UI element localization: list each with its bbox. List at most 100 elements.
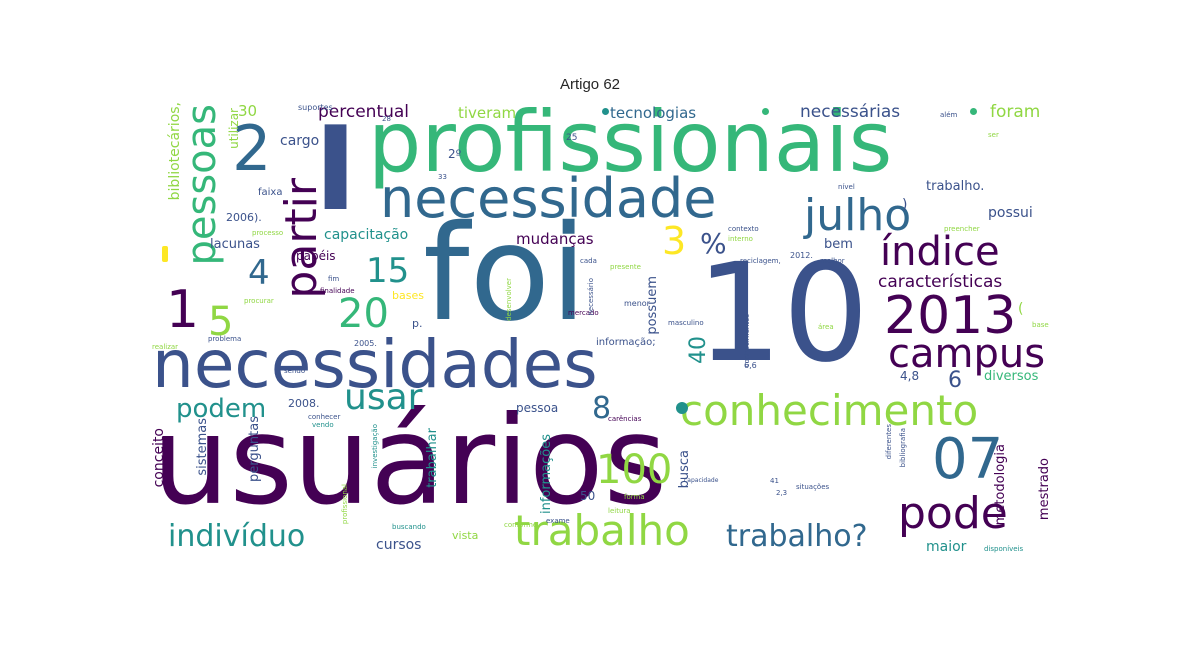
word-I: I — [314, 102, 358, 237]
word-cada: cada — [580, 257, 597, 265]
word-problema: problema — [208, 335, 242, 343]
word-trabalhar: trabalhar — [425, 428, 440, 488]
word-lacunas: lacunas — [210, 237, 260, 252]
dot-marker — [970, 108, 977, 115]
word-faixa: faixa — [258, 187, 283, 198]
word-reciclagem: reciclagem, — [740, 257, 781, 265]
word-podem: podem — [176, 394, 267, 424]
word-capacitacao: capacitação — [324, 227, 409, 243]
word-vista: vista — [452, 529, 479, 542]
word-vendo: vendo — [312, 421, 334, 429]
word-necessario: necessário — [587, 278, 595, 316]
word-foram: foram — [990, 102, 1041, 122]
word-2008: 2008. — [288, 397, 320, 410]
dot-marker — [602, 108, 609, 115]
word-trabalho-q: trabalho? — [726, 519, 868, 554]
word-menor: menor — [624, 299, 650, 308]
word-caracteristicas: características — [878, 272, 1003, 292]
word-informacao: informação; — [596, 337, 656, 348]
word-area: área — [818, 323, 834, 331]
word-masculino: masculino — [668, 319, 704, 327]
word-finalidade: finalidade — [320, 287, 355, 295]
word-4-8: 4,8 — [900, 369, 920, 383]
word-interno: interno — [728, 235, 753, 243]
word-conhecimento: conhecimento — [680, 386, 979, 435]
word-campus: campus — [888, 331, 1046, 377]
word-2006: 2006). — [226, 211, 262, 224]
word-papeis: papéis — [296, 249, 336, 263]
word-perguntas: perguntas — [247, 416, 262, 482]
word-investigacao: investigação — [371, 424, 379, 469]
word-julho: julho — [804, 190, 912, 241]
word-indice: índice — [880, 229, 1000, 275]
word-pessoa: pessoa — [516, 401, 559, 415]
word-diferentes: diferentes — [885, 424, 893, 460]
word-realizar: realizar — [152, 343, 179, 351]
word-presente: presente — [610, 263, 641, 271]
word-pode: pode — [898, 488, 1008, 539]
word-usuarios: usuários — [152, 390, 668, 532]
word-mercado: mercado — [568, 309, 599, 317]
word-2012: 2012. — [790, 251, 813, 260]
word-50: 50 — [580, 489, 596, 503]
word-possui: possui — [988, 205, 1033, 221]
word-procurar: procurar — [244, 297, 274, 305]
word-base: base — [1032, 321, 1049, 329]
word-conceito: conceito — [151, 428, 167, 488]
word-15: 15 — [366, 251, 410, 291]
word-forma: forma — [624, 493, 645, 501]
word-33: 33 — [438, 173, 447, 181]
word-profissionais: profissionais — [368, 98, 893, 191]
word-leitura: leitura — [608, 507, 631, 515]
word-25: 25 — [566, 133, 578, 143]
word-trabalho-dot: trabalho. — [926, 179, 985, 194]
word-carencias: carências — [608, 415, 642, 423]
word-situacoes: situações — [796, 483, 830, 491]
word-disponiveis: disponíveis — [984, 545, 1024, 553]
word-buscando: buscando — [392, 523, 426, 531]
word-bibliotecarios: bibliotecários, — [167, 102, 183, 201]
word-tecnologias: tecnologias — [610, 104, 697, 122]
word-conhecer: conhecer — [308, 413, 341, 421]
word-maior: maior — [926, 539, 967, 555]
word-necessidades: necessidades — [152, 326, 598, 403]
word-individuo: indivíduo — [168, 519, 306, 554]
dot-marker — [162, 246, 168, 262]
word-diversos: diversos — [984, 369, 1039, 384]
word-2-3: 2,3 — [776, 489, 788, 497]
word-bases: bases — [392, 289, 424, 302]
word-partir: partir — [276, 178, 327, 299]
word-100: 100 — [596, 447, 673, 493]
word-percentual: percentual — [318, 102, 410, 122]
word-2005: 2005. — [354, 339, 377, 348]
word-2: 2 — [232, 112, 272, 185]
word-conhecimentos: conhecimentos — [743, 314, 751, 368]
word-bibliografia: bibliografia — [899, 428, 907, 468]
word-profissional: profissional — [341, 484, 349, 525]
word-fim: fim — [328, 275, 340, 283]
word-usar: usar — [344, 377, 423, 418]
word-capacidade: capacidade — [684, 477, 719, 484]
word-ser: ser — [988, 131, 999, 139]
word-preencher: preencher — [944, 225, 980, 233]
word-paren-close: ) — [902, 197, 908, 213]
word-10: 10 — [696, 235, 870, 393]
word-30: 30 — [238, 102, 258, 120]
word-conforme: conforme — [504, 521, 538, 529]
word-4: 4 — [248, 253, 270, 293]
word-utilizar: utilizar — [227, 108, 241, 149]
word-cursos: cursos — [376, 537, 422, 553]
word-8: 8 — [592, 391, 612, 426]
word-3: 3 — [662, 219, 687, 263]
word-mestrado: mestrado — [1037, 458, 1052, 521]
word-sendo: sendo — [284, 367, 306, 375]
word-bem: bem — [824, 237, 853, 252]
word-nivel: nível — [838, 183, 855, 191]
word-mudancas: mudanças — [516, 230, 594, 248]
word-28: 28 — [382, 115, 391, 123]
word-trabalho: trabalho — [514, 506, 690, 555]
word-necessarias: necessárias — [800, 102, 901, 122]
word-41: 41 — [770, 477, 779, 485]
word-alem: além — [940, 111, 958, 119]
word-desenvolver: desenvolver — [505, 278, 513, 321]
